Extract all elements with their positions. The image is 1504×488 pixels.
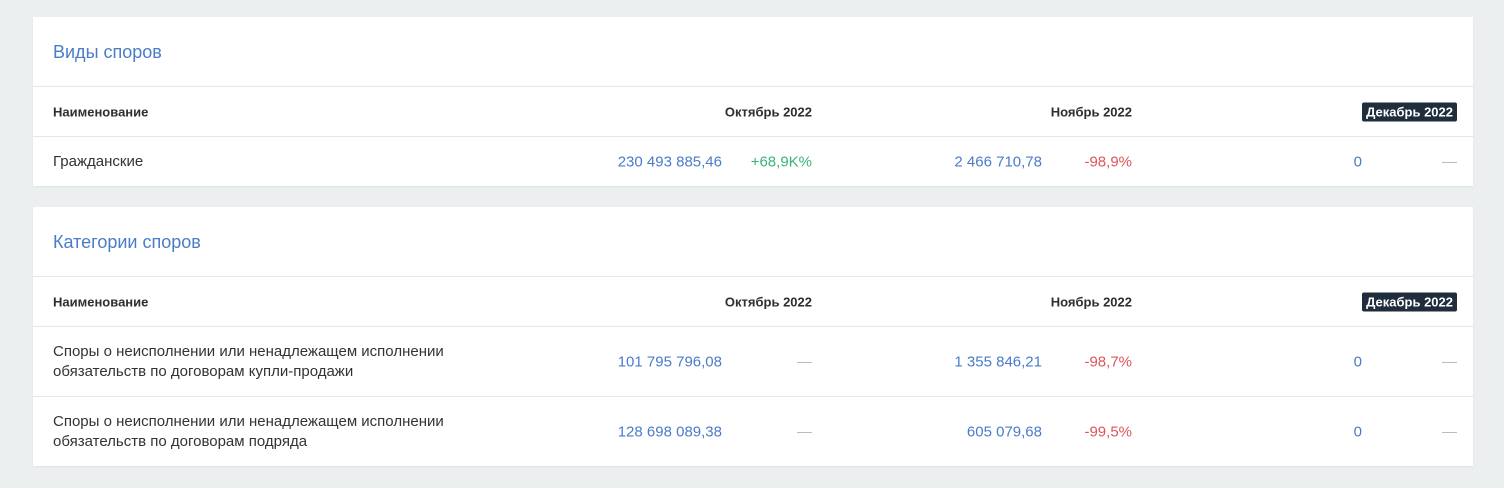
cell-change: — <box>797 423 812 440</box>
table-row: Споры о неисполнении или ненадлежащем ис… <box>33 327 1473 397</box>
table-row: Гражданские 230 493 885,46 +68,9K% 2 466 71… <box>33 137 1473 186</box>
column-header: Наименование <box>53 294 149 309</box>
cell-value: 128 698 089,38 <box>617 423 722 440</box>
cell-value: 230 493 885,46 <box>617 153 722 170</box>
cell-change: -98,9% <box>1084 153 1132 170</box>
cell-value: 1 355 846,21 <box>954 353 1042 370</box>
row-name: Споры о неисполнении или ненадлежащем ис… <box>53 342 444 380</box>
cell-value: 101 795 796,08 <box>617 353 722 370</box>
cell-value: 2 466 710,78 <box>954 153 1042 170</box>
table-card: Категории споров Наименование Октябрь 2022… <box>33 207 1473 466</box>
cell-change: — <box>1442 353 1457 370</box>
column-header: Декабрь 2022 <box>1362 292 1457 311</box>
cell-change: — <box>1442 153 1457 170</box>
cell-change: -99,5% <box>1084 423 1132 440</box>
column-header: Октябрь 2022 <box>724 104 812 119</box>
column-header: Ноябрь 2022 <box>1050 294 1132 309</box>
cell-value: 0 <box>1353 153 1362 170</box>
cell-change: — <box>1442 423 1457 440</box>
cell-change: +68,9K% <box>750 153 812 170</box>
column-header: Декабрь 2022 <box>1362 102 1457 121</box>
card-title: Категории споров <box>33 207 1473 277</box>
row-name: Споры о неисполнении или ненадлежащем ис… <box>53 412 444 450</box>
cell-value: 605 079,68 <box>966 423 1042 440</box>
table-header: Наименование Октябрь 2022 Ноябрь 2022 Декаб… <box>33 277 1473 327</box>
table-card: Виды споров Наименование Октябрь 2022 Ноябр… <box>33 17 1473 186</box>
table-row: Споры о неисполнении или ненадлежащем ис… <box>33 397 1473 466</box>
cell-value: 0 <box>1353 423 1362 440</box>
card-title: Виды споров <box>33 17 1473 87</box>
column-header: Ноябрь 2022 <box>1050 104 1132 119</box>
cell-change: — <box>797 353 812 370</box>
cell-value: 0 <box>1353 353 1362 370</box>
row-name: Гражданские <box>53 152 144 170</box>
cell-change: -98,7% <box>1084 353 1132 370</box>
table-header: Наименование Октябрь 2022 Ноябрь 2022 Декаб… <box>33 87 1473 137</box>
column-header: Наименование <box>53 104 149 119</box>
column-header: Октябрь 2022 <box>724 294 812 309</box>
